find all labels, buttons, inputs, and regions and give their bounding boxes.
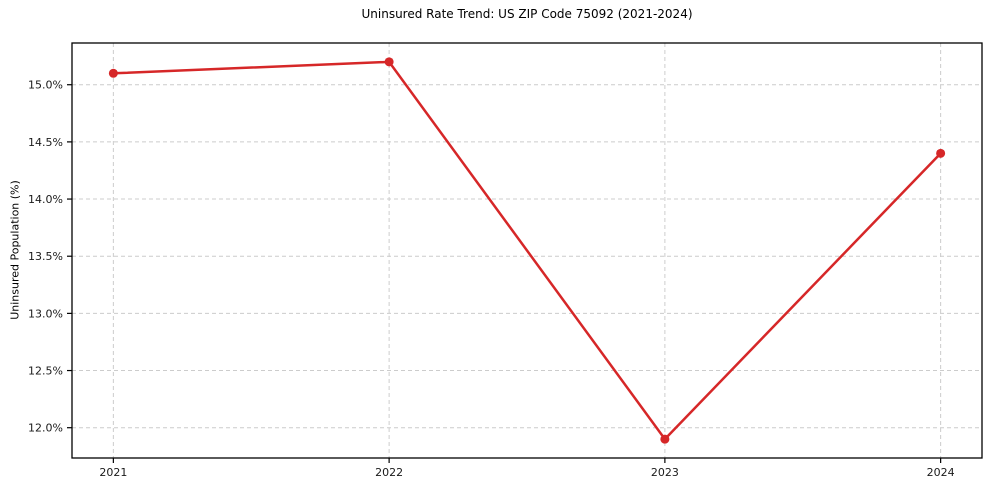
data-point-marker [660, 434, 670, 444]
plot-border [71, 42, 983, 459]
x-tick-label: 2021 [99, 466, 127, 479]
x-tick-label: 2023 [651, 466, 679, 479]
y-tick-label: 12.0% [28, 422, 63, 435]
data-point-marker [384, 57, 394, 67]
x-tick-label: 2024 [927, 466, 955, 479]
data-point-marker [936, 148, 946, 158]
data-point-marker [108, 68, 118, 78]
trend-line [112, 60, 942, 441]
y-tick-label: 14.5% [28, 136, 63, 149]
y-tick-label: 13.5% [28, 250, 63, 263]
y-axis-label: Uninsured Population (%) [8, 180, 22, 320]
y-tick-label: 14.0% [28, 193, 63, 206]
x-tick-label: 2022 [375, 466, 403, 479]
y-tick-label: 12.5% [28, 365, 63, 378]
chart-title: Uninsured Rate Trend: US ZIP Code 75092 … [361, 7, 693, 21]
y-tick-label: 15.0% [28, 79, 63, 92]
y-tick-label: 13.0% [28, 307, 63, 320]
